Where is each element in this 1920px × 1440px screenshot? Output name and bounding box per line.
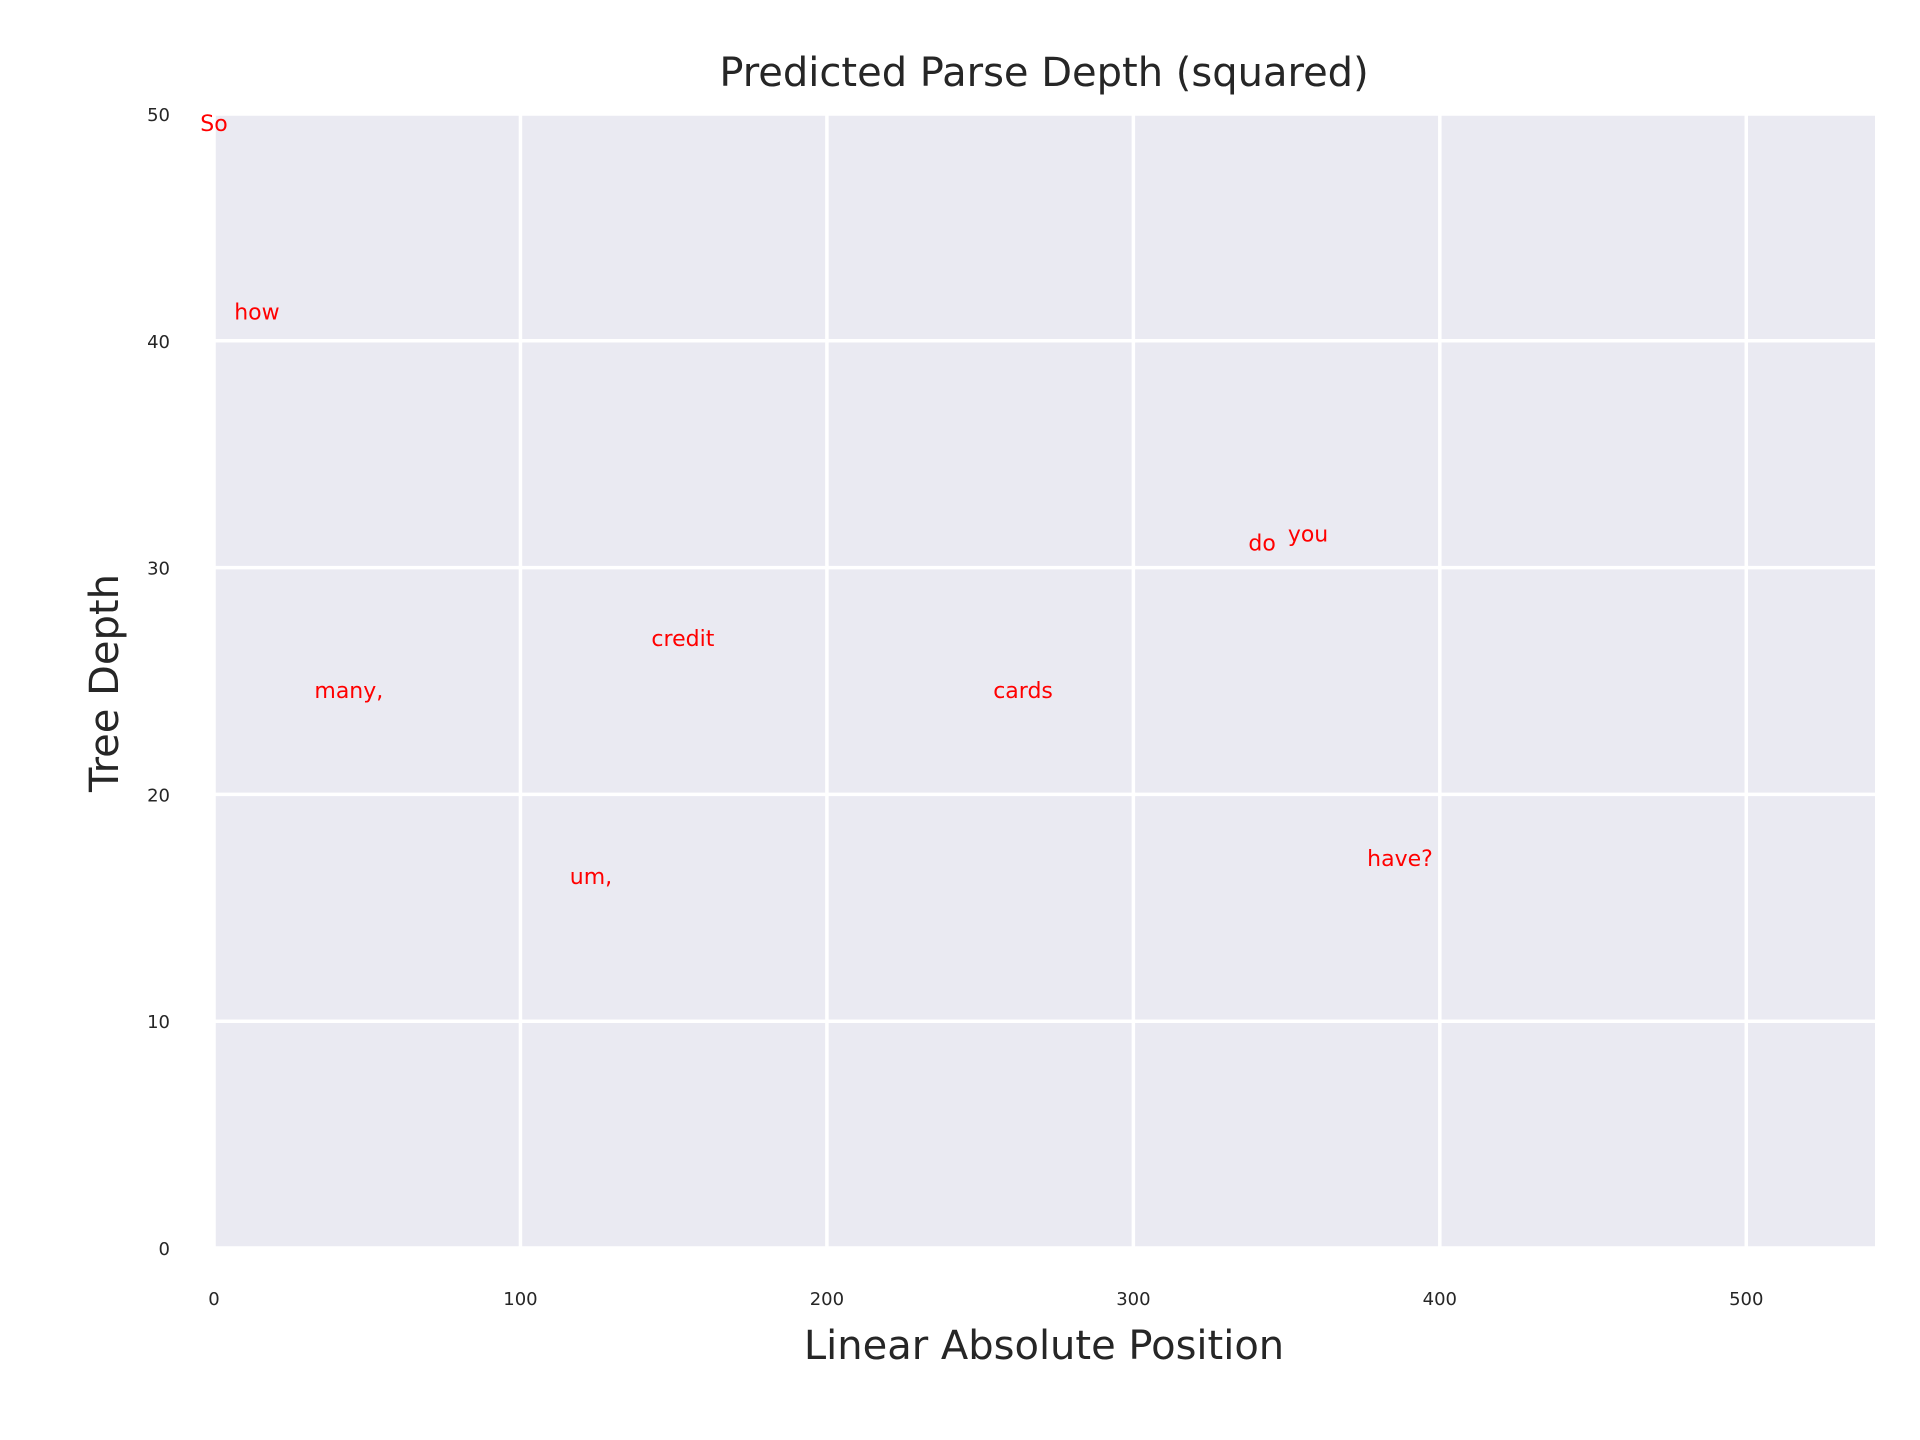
- x-tick-label: 0: [208, 1289, 219, 1310]
- word-point-label: cards: [993, 679, 1053, 704]
- word-point-label: do: [1248, 532, 1275, 557]
- y-tick-label: 40: [147, 332, 170, 353]
- x-tick-label: 300: [1116, 1289, 1150, 1310]
- x-axis-label: Linear Absolute Position: [804, 1323, 1284, 1369]
- y-tick-label: 0: [159, 1239, 170, 1260]
- y-tick-label: 30: [147, 559, 170, 580]
- y-tick-label: 50: [147, 105, 170, 126]
- x-tick-label: 400: [1423, 1289, 1457, 1310]
- x-tick-label: 100: [503, 1289, 537, 1310]
- word-point-label: how: [234, 300, 279, 325]
- x-tick-labels: 0 100 200 300 400 500: [208, 1289, 1763, 1310]
- word-point-label: credit: [651, 627, 714, 652]
- plot-area: [214, 114, 1875, 1248]
- y-tick-label: 20: [147, 785, 170, 806]
- word-point-label: um,: [570, 865, 612, 890]
- y-axis-label: Tree Depth: [82, 574, 128, 793]
- y-tick-label: 10: [147, 1012, 170, 1033]
- y-tick-labels: 0 10 20 30 40 50: [147, 105, 170, 1260]
- word-labels: So how many, um, credit cards do you have?: [200, 112, 1433, 890]
- grid-lines: [212, 112, 1875, 1250]
- x-tick-label: 500: [1729, 1289, 1763, 1310]
- word-point-label: So: [200, 112, 227, 137]
- word-point-label: have?: [1367, 847, 1433, 872]
- word-point-label: you: [1288, 523, 1328, 548]
- x-tick-label: 200: [810, 1289, 844, 1310]
- chart-title: Predicted Parse Depth (squared): [719, 50, 1368, 96]
- word-point-label: many,: [314, 679, 383, 704]
